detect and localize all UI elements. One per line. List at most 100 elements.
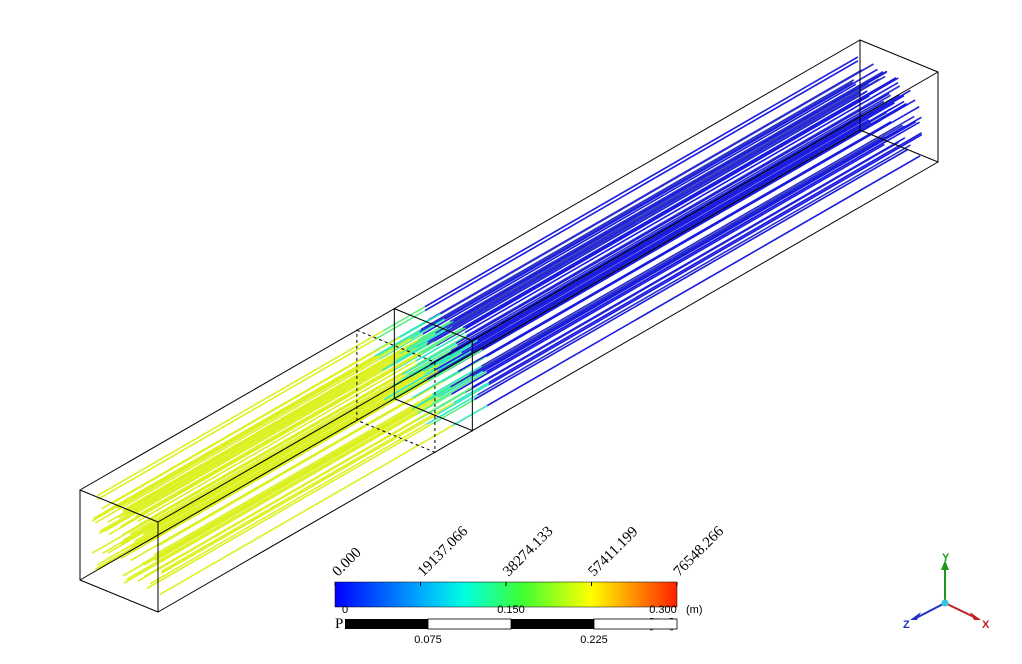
- streamline-transition: [412, 370, 459, 399]
- streamline-transition: [415, 331, 466, 362]
- streamline-low: [116, 338, 411, 509]
- streamline-low: [91, 354, 380, 522]
- streamline-low: [160, 413, 439, 575]
- streamline-high: [486, 155, 921, 407]
- streamline-transition: [381, 343, 428, 372]
- streamline-high: [457, 94, 892, 346]
- streamline-transition: [437, 370, 484, 398]
- streamline-low: [102, 385, 393, 555]
- legend-tick-label: 0.000: [330, 545, 365, 580]
- streamline-low: [92, 355, 376, 520]
- scale-segment: [593, 618, 678, 630]
- domain-edge: [79, 39, 861, 491]
- streamline-low: [94, 358, 380, 524]
- streamline-high: [449, 70, 884, 323]
- streamline-high: [462, 77, 897, 329]
- scale-segment: [511, 619, 594, 629]
- streamline-low: [137, 360, 417, 523]
- streamline-low: [153, 393, 433, 556]
- scale-label: 0.075: [414, 634, 442, 646]
- legend-variable: P: [335, 616, 343, 632]
- streamline-high: [471, 137, 906, 389]
- streamline-transition: [437, 383, 490, 415]
- streamline-low: [122, 339, 419, 512]
- streamline-high: [466, 85, 901, 337]
- streamline-transition: [378, 333, 424, 360]
- streamline-transition: [406, 344, 459, 376]
- streamline-transition: [437, 350, 472, 371]
- streamline-high: [471, 125, 906, 377]
- streamline-high: [481, 99, 916, 351]
- streamline-transition: [426, 394, 479, 426]
- domain-edge: [157, 161, 939, 613]
- streamline-transition: [374, 328, 422, 357]
- streamline-low: [149, 370, 425, 530]
- streamline-high: [424, 60, 859, 312]
- domain-edge: [157, 71, 939, 523]
- y-axis-label: Y: [942, 552, 950, 564]
- streamline-high: [464, 81, 899, 334]
- streamline-high: [435, 82, 869, 334]
- streamline-high: [485, 105, 920, 358]
- streamline-high: [470, 100, 905, 352]
- scale-bar: [345, 618, 678, 630]
- streamline-low: [129, 373, 408, 535]
- streamline-high: [450, 136, 884, 388]
- domain-edge: [79, 129, 861, 581]
- streamlines: [91, 56, 923, 596]
- streamline-transition: [391, 363, 431, 388]
- streamline-transition: [416, 335, 468, 366]
- streamline-low: [112, 336, 401, 504]
- streamline-low: [108, 369, 395, 536]
- streamline-low: [158, 402, 434, 562]
- streamline-low: [154, 380, 429, 540]
- legend-tick-label: 57411.199: [585, 524, 641, 580]
- streamline-high: [422, 129, 857, 381]
- color-bar: [334, 581, 678, 608]
- streamline-low: [133, 373, 426, 543]
- streamline-high: [488, 134, 923, 386]
- streamline-low: [158, 381, 443, 547]
- streamline-transition: [432, 371, 488, 404]
- streamline-high: [486, 121, 920, 373]
- scale-segment: [345, 619, 428, 629]
- domain-outline: [79, 39, 939, 613]
- scale-label: 0: [342, 604, 348, 616]
- streamline-low: [97, 330, 384, 497]
- streamline-low: [97, 338, 376, 501]
- legend-tick-label: 38274.133: [500, 523, 556, 579]
- streamline-transition: [438, 344, 472, 365]
- streamline-high: [426, 94, 861, 346]
- streamline-low: [94, 397, 392, 570]
- streamline-transition: [431, 365, 482, 396]
- streamline-transition: [406, 328, 448, 353]
- streamline-high: [488, 132, 923, 384]
- x-axis-label: X: [982, 619, 990, 631]
- legend-ticks: 0.000 19137.066 38274.133 57411.199 76548.26…: [330, 523, 728, 586]
- streamline-high: [474, 148, 908, 401]
- legend-tick-label: 76548.266: [671, 523, 728, 580]
- streamline-low: [123, 412, 419, 584]
- x-arrowhead: [970, 612, 981, 620]
- streamline-transition: [401, 342, 457, 376]
- streamline-transition: [399, 313, 442, 338]
- streamline-low: [122, 378, 403, 541]
- streamline-high: [429, 113, 864, 366]
- streamline-low: [130, 396, 414, 562]
- streamline-transition: [393, 344, 437, 371]
- streamline-low: [135, 352, 419, 518]
- streamline-low: [143, 369, 439, 541]
- streamline-transition: [402, 350, 452, 380]
- streamline-transition: [427, 349, 483, 382]
- streamline-transition: [412, 386, 451, 410]
- scale-label: 0.150: [497, 604, 525, 616]
- streamline-high: [455, 92, 890, 344]
- streamline-transition: [452, 404, 488, 427]
- streamline-low: [137, 351, 423, 518]
- streamline-transition: [378, 331, 421, 357]
- streamline-transition: [410, 318, 445, 340]
- streamline-low: [146, 422, 434, 590]
- streamline-low: [160, 402, 455, 573]
- streamline-high: [424, 56, 859, 308]
